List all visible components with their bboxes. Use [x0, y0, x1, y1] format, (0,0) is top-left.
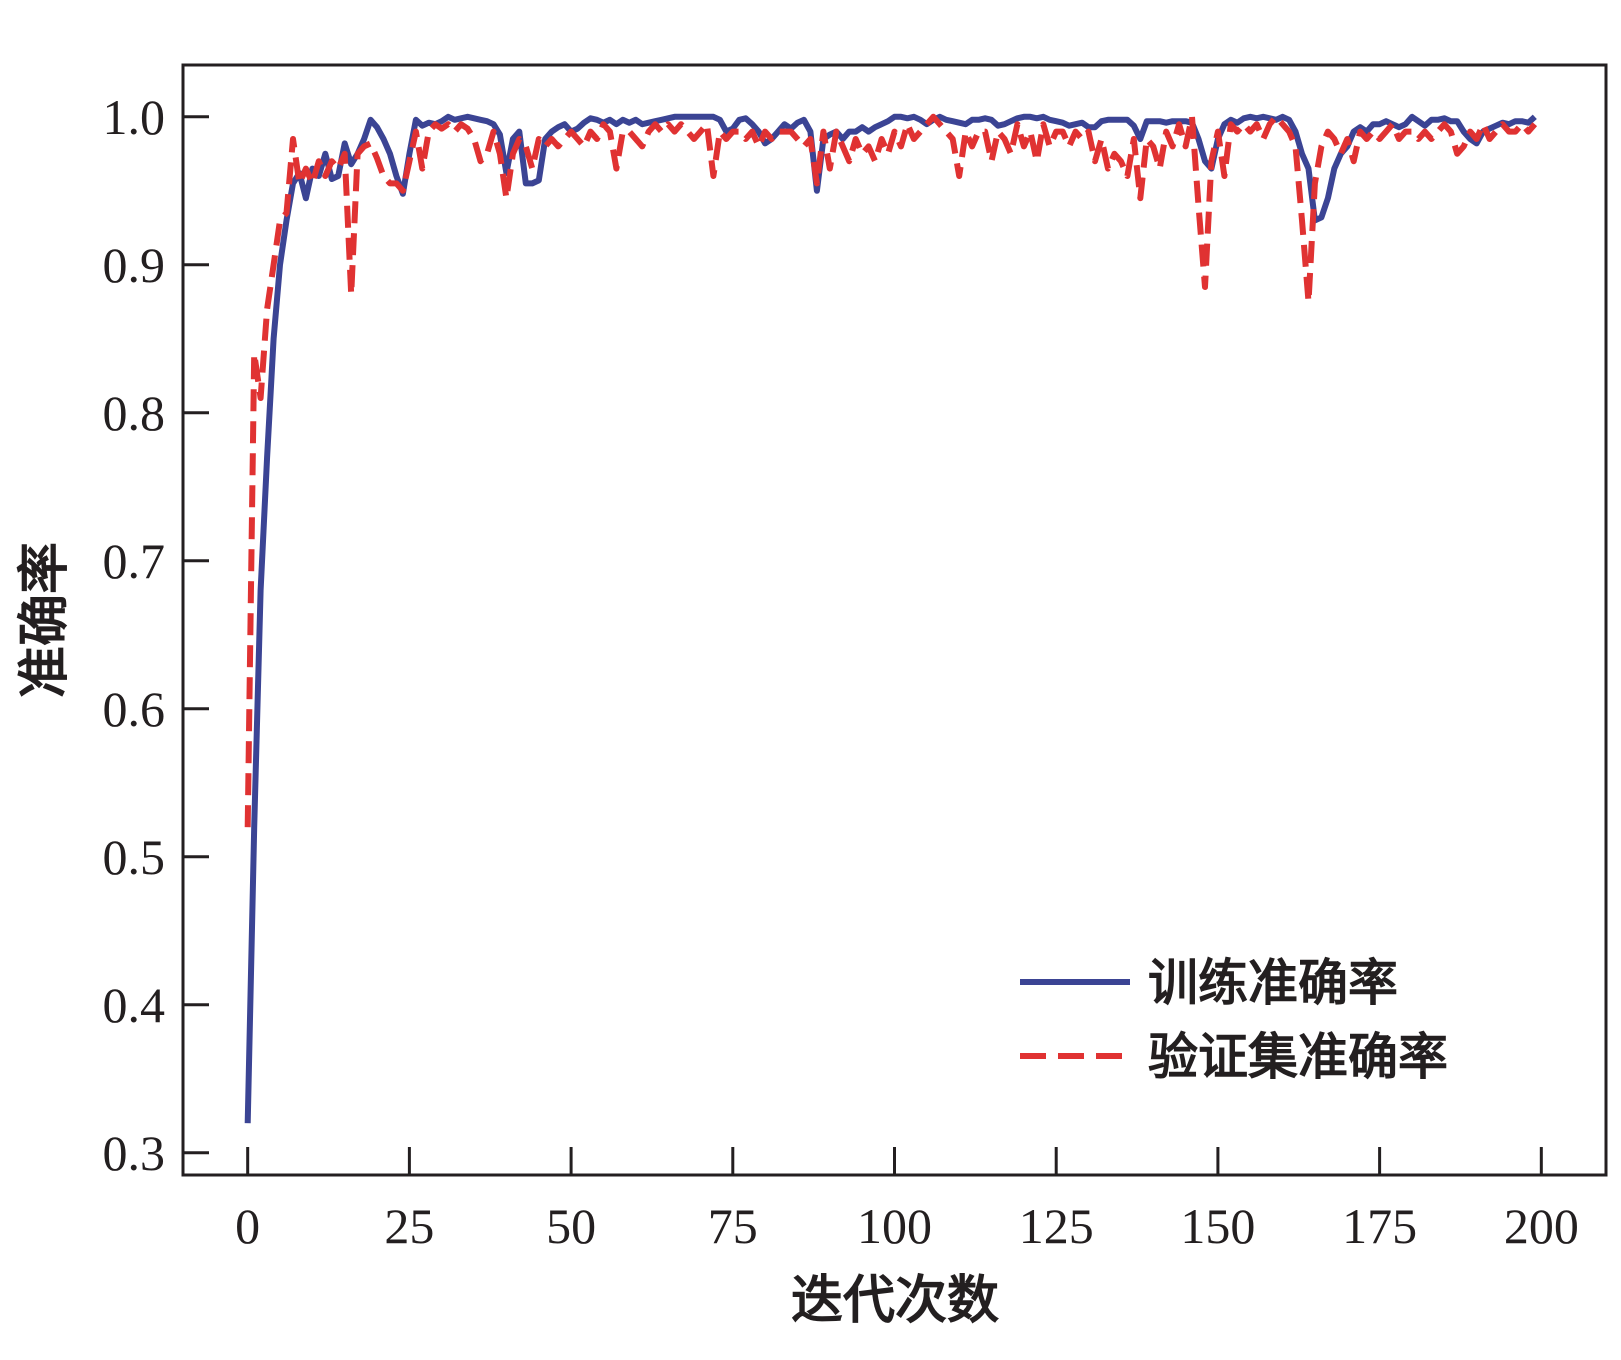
- x-tick-label: 100: [857, 1198, 932, 1254]
- train-accuracy-line: [244, 113, 1537, 1124]
- y-tick-label: 0.8: [103, 385, 166, 441]
- legend: 训练准确率 验证集准确率: [1020, 954, 1448, 1086]
- validation-accuracy-line: [244, 113, 1538, 828]
- y-tick-label: 1.0: [103, 89, 166, 145]
- x-axis-ticks: 0 25 50 75 100 125 150 175 200: [235, 1147, 1579, 1254]
- legend-label-train: 训练准确率: [1148, 954, 1398, 1012]
- x-axis-title: 迭代次数: [791, 1271, 999, 1331]
- y-tick-label: 0.9: [103, 237, 166, 293]
- x-tick-label: 75: [708, 1198, 758, 1254]
- y-tick-label: 0.7: [103, 533, 166, 589]
- y-tick-label: 0.6: [103, 681, 166, 737]
- y-axis-title: 准确率: [15, 542, 75, 698]
- legend-label-validation: 验证集准确率: [1148, 1028, 1448, 1086]
- y-tick-label: 0.5: [103, 829, 166, 885]
- x-tick-label: 200: [1504, 1198, 1579, 1254]
- x-tick-label: 50: [546, 1198, 596, 1254]
- x-tick-label: 125: [1019, 1198, 1094, 1254]
- series-layer: [244, 113, 1538, 1124]
- x-tick-label: 175: [1342, 1198, 1417, 1254]
- y-tick-label: 0.4: [103, 977, 166, 1033]
- x-tick-label: 25: [384, 1198, 434, 1254]
- y-tick-label: 0.3: [103, 1125, 166, 1181]
- x-tick-label: 150: [1180, 1198, 1255, 1254]
- x-tick-label: 0: [235, 1198, 260, 1254]
- y-axis-ticks: 0.3 0.4 0.5 0.6 0.7 0.8 0.9 1.0: [103, 89, 209, 1181]
